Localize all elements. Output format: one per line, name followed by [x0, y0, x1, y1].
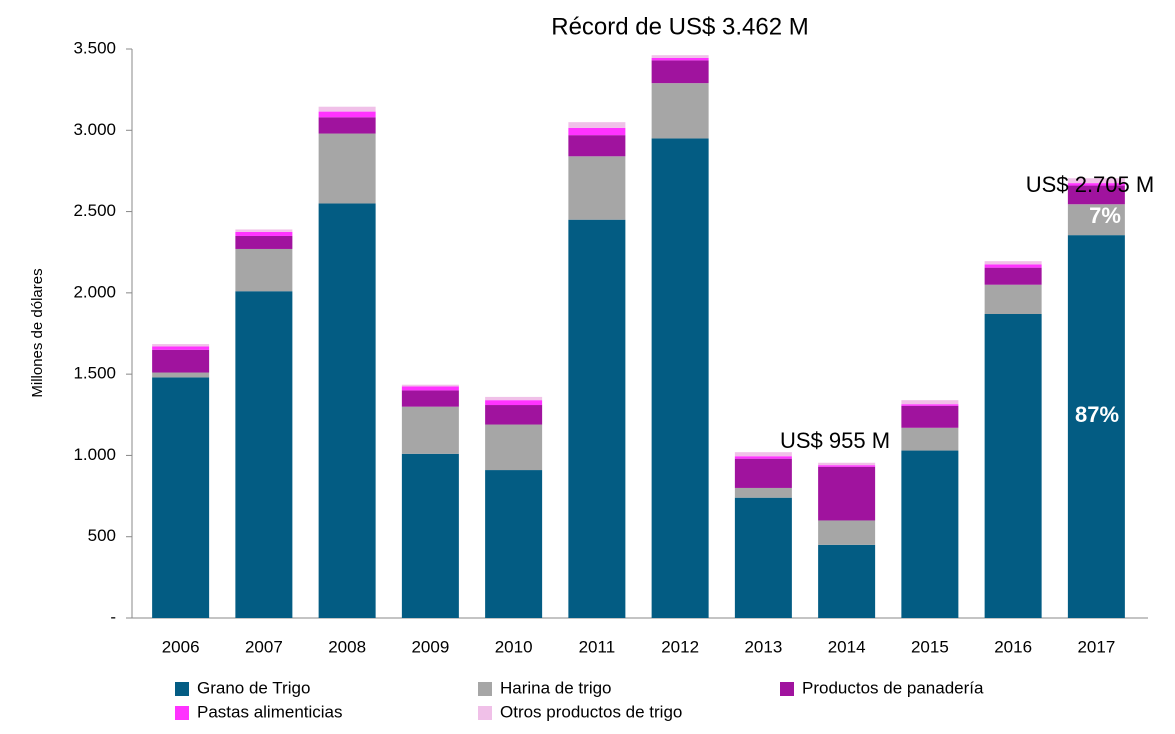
bar-segment — [651, 83, 709, 139]
bar-segment — [818, 520, 876, 545]
bar-segment — [568, 135, 626, 157]
bar-segment — [651, 60, 709, 84]
legend-label: Harina de trigo — [500, 678, 612, 697]
bar-segment — [152, 377, 210, 618]
bar-segment — [235, 291, 293, 618]
x-tick-label: 2013 — [744, 637, 782, 656]
bar-segment — [568, 156, 626, 220]
x-tick-label: 2016 — [994, 637, 1032, 656]
y-tick-label: 3.500 — [73, 38, 116, 57]
x-tick-label: 2015 — [911, 637, 949, 656]
bar-segment — [984, 284, 1042, 314]
bar-segment — [901, 400, 959, 405]
legend-swatch — [175, 682, 189, 696]
bar-segment — [318, 203, 376, 618]
y-tick-label: 500 — [88, 526, 116, 545]
bar-segment — [734, 452, 792, 457]
bar-segment — [818, 465, 876, 467]
y-axis-label: Millones de dólares — [29, 268, 46, 397]
bar-segment — [235, 248, 293, 292]
bar-segment — [568, 122, 626, 128]
y-tick-label: 1.500 — [73, 364, 116, 383]
y-tick-label: 2.000 — [73, 282, 116, 301]
bar-segment — [235, 229, 293, 232]
y-tick-label: 1.000 — [73, 445, 116, 464]
bar-segment — [235, 231, 293, 236]
legend-swatch — [478, 682, 492, 696]
bar-segment — [235, 235, 293, 249]
bar-segment — [1067, 235, 1125, 618]
bar-segment — [401, 453, 459, 618]
x-tick-label: 2006 — [162, 637, 200, 656]
annotation: US$ 955 M — [780, 428, 890, 453]
bar-segment — [152, 346, 210, 350]
bar-segment — [401, 390, 459, 407]
legend-swatch — [478, 706, 492, 720]
x-tick-label: 2009 — [411, 637, 449, 656]
bar-segment — [984, 267, 1042, 285]
annotation: 87% — [1075, 402, 1119, 427]
bar-segment — [568, 219, 626, 618]
bar-segment — [485, 470, 543, 618]
annotation: 7% — [1089, 203, 1121, 228]
legend-label: Grano de Trigo — [197, 678, 310, 697]
bar-segment — [1067, 183, 1125, 186]
bar-segment — [818, 466, 876, 521]
legend-label: Productos de panadería — [802, 678, 984, 697]
bar-segment — [734, 458, 792, 488]
x-tick-label: 2007 — [245, 637, 283, 656]
x-tick-label: 2010 — [495, 637, 533, 656]
bar-segment — [401, 406, 459, 454]
legend-swatch — [780, 682, 794, 696]
annotation: Récord de US$ 3.462 M — [551, 13, 808, 40]
legend-swatch — [175, 706, 189, 720]
bar-segment — [318, 106, 376, 112]
bar-segment — [1067, 204, 1125, 236]
bar-segment — [568, 127, 626, 136]
bar-segment — [901, 404, 959, 406]
bar-segment — [901, 405, 959, 428]
x-tick-label: 2008 — [328, 637, 366, 656]
bar-segment — [984, 261, 1042, 265]
bar-segment — [318, 117, 376, 134]
legend-label: Otros productos de trigo — [500, 702, 682, 721]
bar-segment — [734, 456, 792, 459]
y-tick-label: 2.500 — [73, 201, 116, 220]
bar-segment — [485, 396, 543, 401]
x-tick-label: 2017 — [1077, 637, 1115, 656]
bar-segment — [901, 427, 959, 451]
bar-segment — [984, 264, 1042, 268]
annotation: US$ 2.705 M — [1026, 172, 1154, 197]
bar-segment — [485, 405, 543, 425]
bar-segment — [401, 384, 459, 387]
bar-segment — [401, 386, 459, 391]
bar-segment — [734, 497, 792, 618]
bar-segment — [318, 133, 376, 204]
y-tick-label: - — [110, 607, 116, 626]
y-tick-label: 3.000 — [73, 120, 116, 139]
bar-segment — [901, 450, 959, 618]
bar-segment — [984, 313, 1042, 618]
bar-segment — [734, 487, 792, 498]
bar-segment — [152, 349, 210, 373]
bar-segment — [651, 57, 709, 61]
bar-segment — [152, 344, 210, 347]
bar-segment — [818, 462, 876, 466]
bar-segment — [651, 55, 709, 58]
x-tick-label: 2014 — [828, 637, 866, 656]
legend-label: Pastas alimenticias — [197, 702, 343, 721]
x-tick-label: 2011 — [579, 637, 616, 656]
bar-segment — [1067, 185, 1125, 205]
bar-segment — [485, 400, 543, 406]
bar-segment — [485, 424, 543, 471]
bar-segment — [1067, 178, 1125, 184]
bar-segment — [152, 372, 210, 378]
bar-segment — [818, 544, 876, 618]
bar-segment — [318, 111, 376, 118]
bar-segment — [651, 138, 709, 618]
x-tick-label: 2012 — [661, 637, 699, 656]
